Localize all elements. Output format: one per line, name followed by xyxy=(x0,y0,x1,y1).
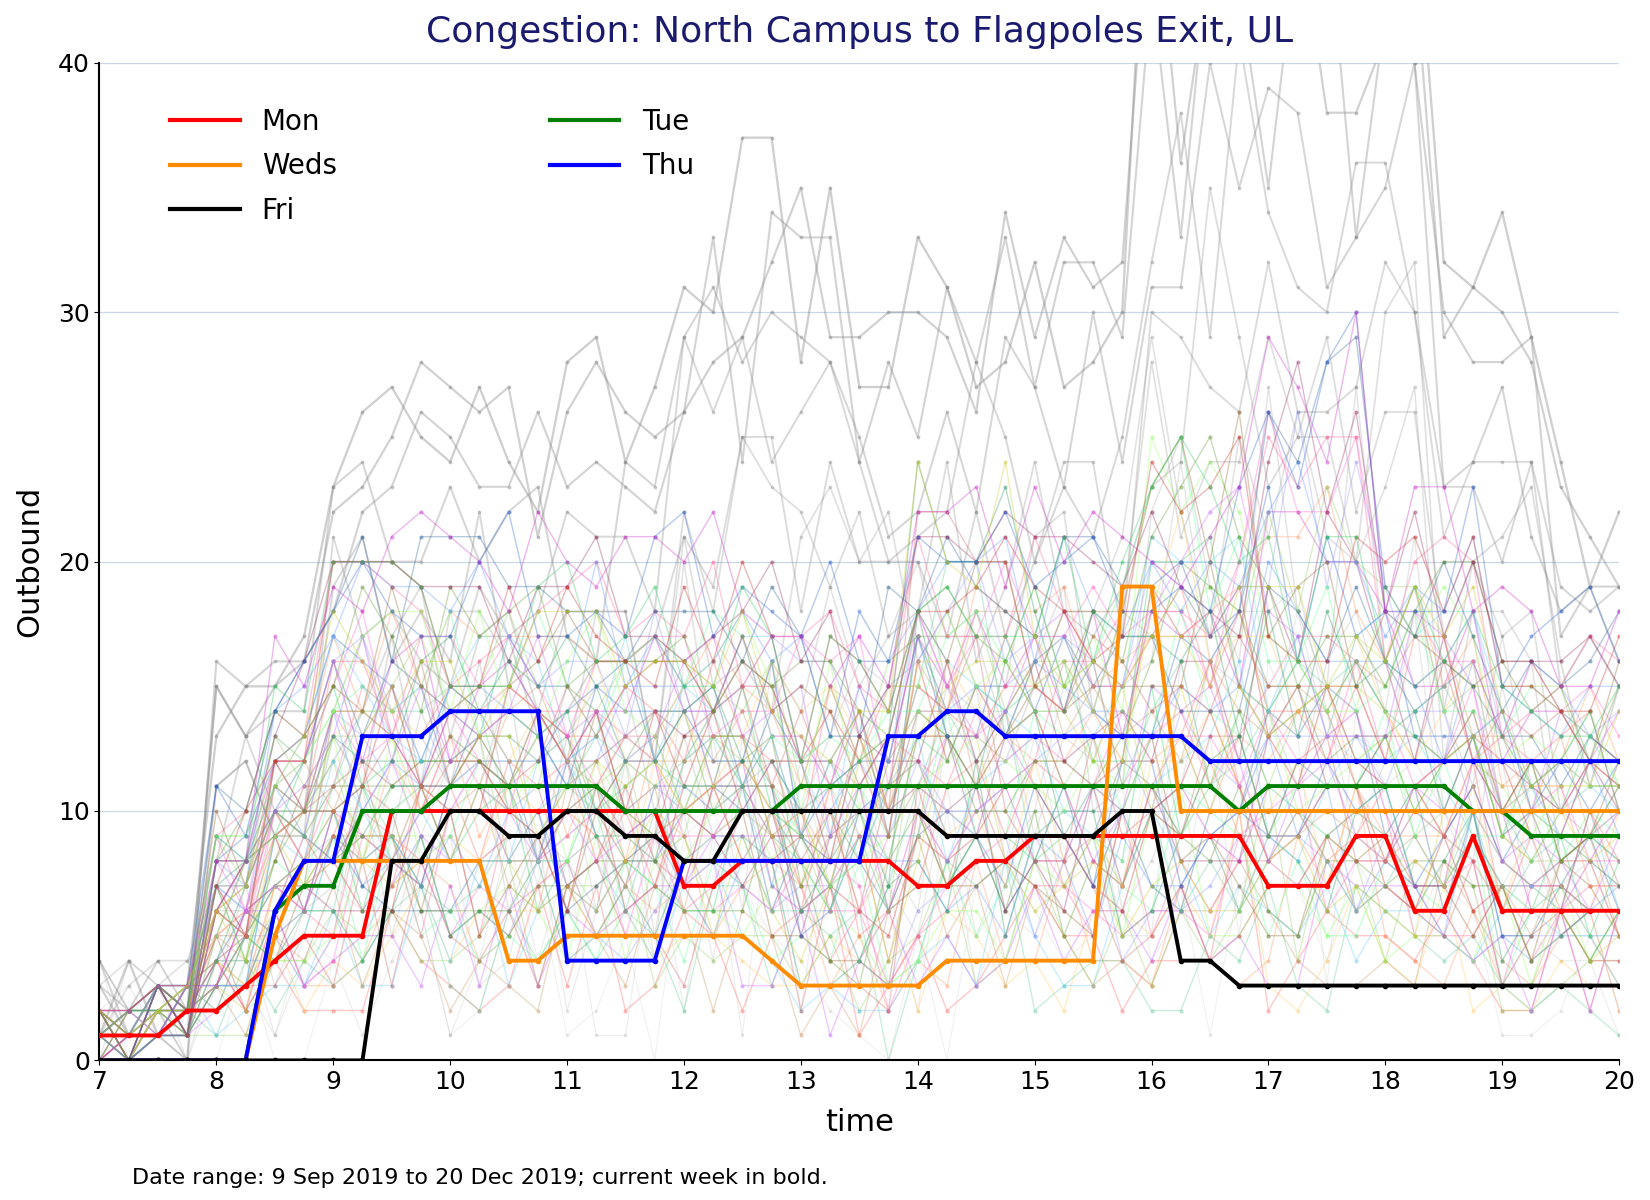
X-axis label: time: time xyxy=(825,1108,894,1138)
Y-axis label: Outbound: Outbound xyxy=(15,486,45,637)
Title: Congestion: North Campus to Flagpoles Exit, UL: Congestion: North Campus to Flagpoles Ex… xyxy=(426,14,1294,49)
Legend: Tue, Thu: Tue, Thu xyxy=(540,97,705,192)
Text: Date range: 9 Sep 2019 to 20 Dec 2019; current week in bold.: Date range: 9 Sep 2019 to 20 Dec 2019; c… xyxy=(132,1168,828,1188)
